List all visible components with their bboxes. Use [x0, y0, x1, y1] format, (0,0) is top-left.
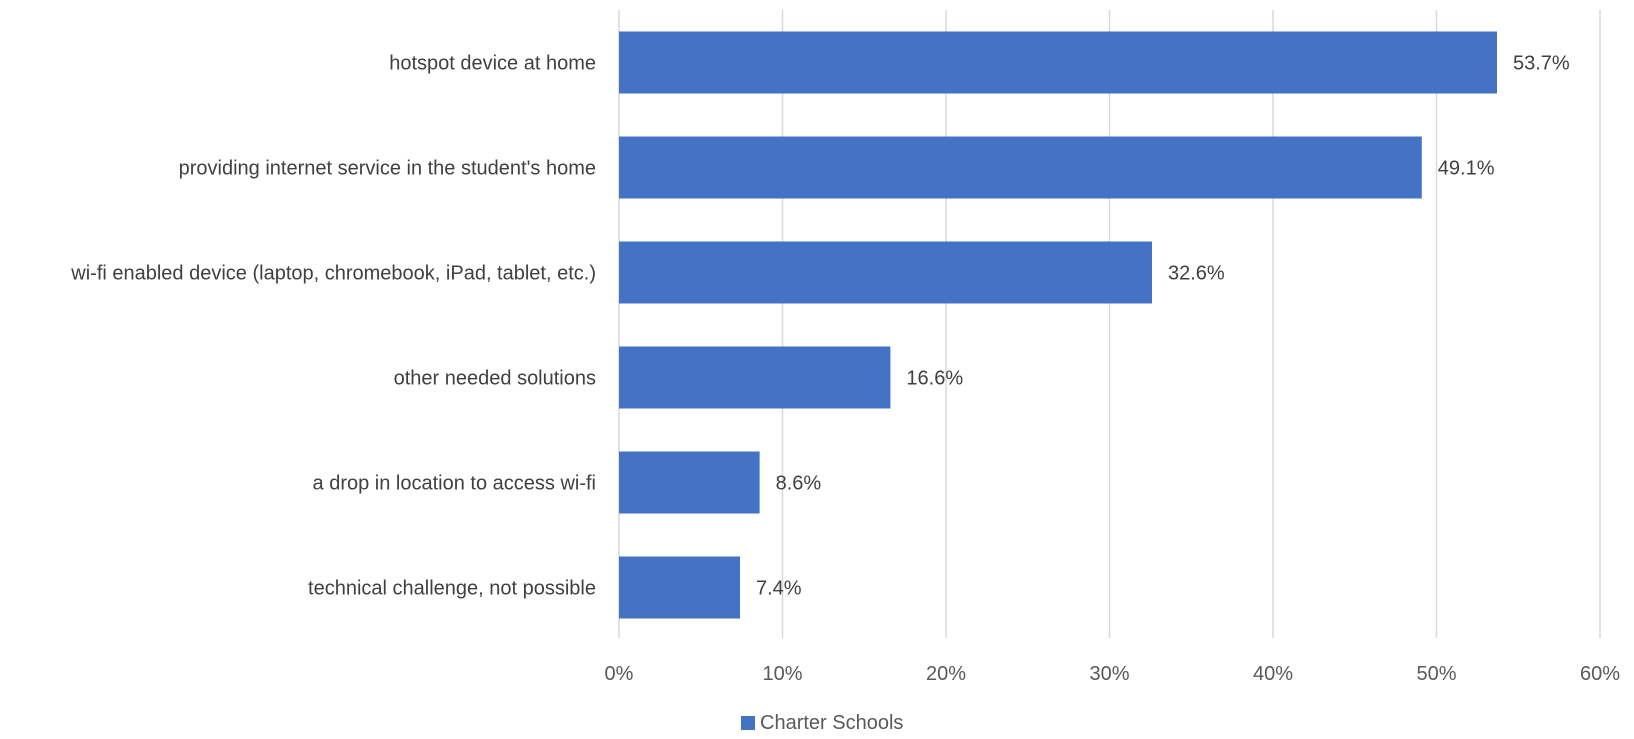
legend: Charter Schools	[741, 712, 903, 734]
bar	[619, 136, 1422, 199]
bar	[619, 451, 760, 514]
x-tick-label: 50%	[1416, 663, 1456, 685]
x-tick-label: 10%	[762, 663, 802, 685]
x-tick-label: 0%	[605, 663, 634, 685]
bar	[619, 241, 1153, 304]
x-tick-label: 30%	[1089, 663, 1129, 685]
category-label: hotspot device at home	[389, 53, 596, 75]
data-label: 49.1%	[1438, 158, 1495, 180]
data-label: 32.6%	[1168, 263, 1225, 285]
x-axis-ticks: 0% 10% 20% 30% 40% 50% 60%	[605, 663, 1621, 685]
data-label: 53.7%	[1513, 53, 1570, 75]
bar	[619, 556, 740, 619]
gridlines	[618, 10, 1601, 638]
legend-label: Charter Schools	[760, 712, 903, 734]
bars	[619, 31, 1497, 619]
data-label: 7.4%	[756, 578, 802, 600]
data-label: 16.6%	[906, 368, 963, 390]
x-tick-label: 40%	[1253, 663, 1293, 685]
x-tick-label: 20%	[926, 663, 966, 685]
category-labels: hotspot device at home providing internet…	[70, 53, 596, 600]
legend-swatch	[741, 716, 755, 730]
category-label: a drop in location to access wi-fi	[313, 473, 596, 495]
category-label: providing internet service in the studen…	[179, 158, 596, 180]
x-tick-label: 60%	[1580, 663, 1620, 685]
category-label: other needed solutions	[394, 368, 596, 390]
data-label: 8.6%	[776, 473, 822, 495]
bar	[619, 346, 891, 409]
bar	[619, 31, 1497, 94]
category-label: technical challenge, not possible	[308, 578, 596, 600]
category-label: wi-fi enabled device (laptop, chromebook…	[70, 263, 596, 285]
data-labels: 53.7% 49.1% 32.6% 16.6% 8.6% 7.4%	[756, 53, 1570, 600]
